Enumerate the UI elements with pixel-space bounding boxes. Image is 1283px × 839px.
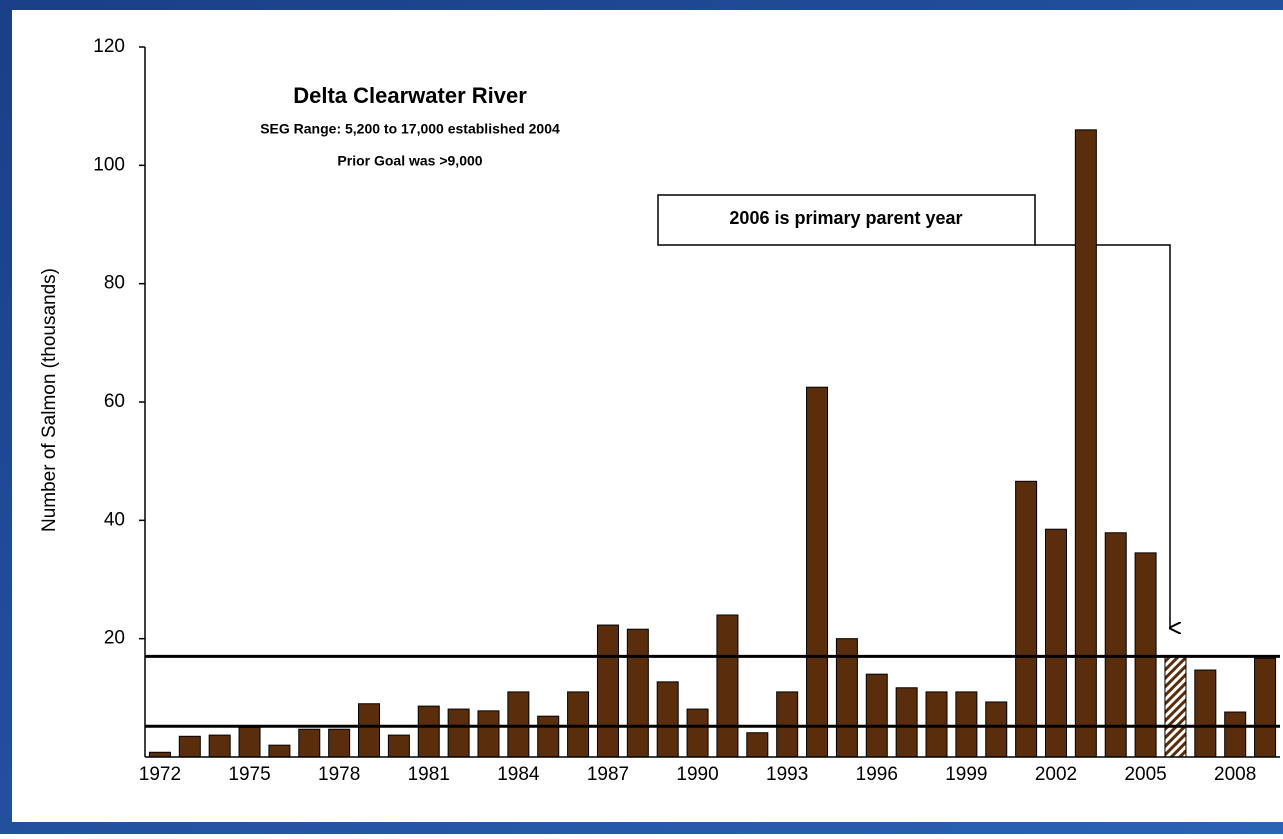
bar xyxy=(656,681,679,758)
bar xyxy=(328,728,351,758)
bar xyxy=(1015,480,1038,758)
x-tick-label: 1975 xyxy=(228,764,270,785)
x-tick-label: 2005 xyxy=(1124,764,1166,785)
x-tick-label: 1999 xyxy=(945,764,987,785)
x-tick-label: 1972 xyxy=(139,764,181,785)
bar xyxy=(447,708,470,758)
bar xyxy=(358,703,381,758)
y-tick-label: 80 xyxy=(104,273,125,294)
y-tick-label: 120 xyxy=(93,36,125,57)
x-tick-label: 1996 xyxy=(856,764,898,785)
x-tick-label: 1978 xyxy=(318,764,360,785)
y-tick-label: 20 xyxy=(104,628,125,649)
bar xyxy=(507,691,530,758)
x-tick-label: 2002 xyxy=(1035,764,1077,785)
bar xyxy=(298,728,321,758)
bar xyxy=(596,624,619,758)
x-tick-label: 2008 xyxy=(1214,764,1256,785)
bar xyxy=(387,734,410,758)
x-tick-label: 1981 xyxy=(408,764,450,785)
bar xyxy=(1224,711,1247,758)
bar xyxy=(1194,669,1217,758)
x-tick-label: 1990 xyxy=(676,764,718,785)
y-tick-label: 40 xyxy=(104,509,125,530)
chart-title: Delta Clearwater River xyxy=(293,83,527,108)
bar xyxy=(1104,532,1127,758)
bar xyxy=(716,614,739,758)
bar xyxy=(626,628,649,758)
bar xyxy=(477,710,500,758)
bar xyxy=(1074,129,1097,758)
bar xyxy=(238,726,261,758)
bar xyxy=(895,687,918,758)
x-tick-label: 1987 xyxy=(587,764,629,785)
annotation: 2006 is primary parent year xyxy=(729,208,962,228)
bar xyxy=(955,691,978,758)
bar xyxy=(806,386,829,758)
bar xyxy=(925,691,948,758)
bar xyxy=(746,732,769,758)
bar xyxy=(178,735,201,758)
bar xyxy=(1164,656,1187,758)
bar xyxy=(686,708,709,758)
bar xyxy=(268,744,291,758)
y-axis-title: Number of Salmon (thousands) xyxy=(39,268,60,532)
bar xyxy=(567,691,590,758)
bar xyxy=(417,705,440,758)
bar xyxy=(208,734,231,758)
bar xyxy=(1254,657,1277,758)
x-tick-label: 1993 xyxy=(766,764,808,785)
subtitle: SEG Range: 5,200 to 17,000 established 2… xyxy=(260,121,560,137)
annotation-box xyxy=(657,194,1036,246)
bar xyxy=(537,715,560,758)
bar xyxy=(776,691,799,758)
x-tick-label: 1984 xyxy=(497,764,540,785)
subtitle: Prior Goal was >9,000 xyxy=(337,153,482,169)
bar xyxy=(865,673,888,758)
y-tick-label: 100 xyxy=(93,154,125,175)
bar xyxy=(1044,528,1067,758)
y-tick-label: 60 xyxy=(104,391,125,412)
bar xyxy=(985,701,1008,758)
